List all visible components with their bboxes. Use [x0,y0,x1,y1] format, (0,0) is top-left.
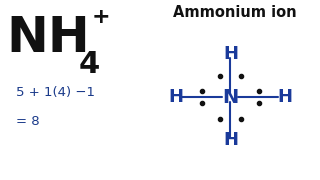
Text: H: H [223,131,238,149]
Text: H: H [169,88,183,106]
Text: 4: 4 [78,50,100,79]
Text: NH: NH [6,14,90,62]
Text: H: H [277,88,292,106]
Text: 5 + 1(4) −1: 5 + 1(4) −1 [16,86,95,99]
Text: +: + [91,7,110,27]
Text: H: H [223,45,238,63]
Text: N: N [222,88,238,107]
Text: = 8: = 8 [16,115,40,128]
Text: Ammonium ion: Ammonium ion [173,5,296,20]
